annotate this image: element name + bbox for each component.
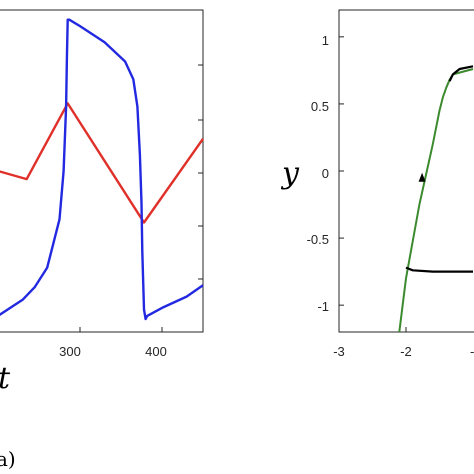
- panel-label: a): [0, 447, 16, 471]
- right-y-tick-0: 0: [322, 166, 329, 181]
- right-y-tick-0.5: 0.5: [311, 99, 329, 114]
- right-y-tick-1: 1: [322, 33, 329, 48]
- right-x-tick-neg3: -3: [333, 344, 345, 359]
- right-x-tick-neg2: -2: [400, 344, 412, 359]
- right-y-axis-label: y: [280, 156, 300, 191]
- right-series-2-line: [405, 266, 473, 273]
- right-panel: 1 0.5 0 -0.5 -1 -3 -2 - y: [280, 9, 474, 359]
- left-series-lines: [0, 18, 204, 321]
- right-y-tick-neg1: -1: [317, 299, 329, 314]
- left-x-axis-label: t: [0, 361, 11, 396]
- left-x-tick-300: 300: [59, 344, 81, 359]
- right-series-lines: [398, 65, 474, 332]
- direction-arrow: [418, 172, 426, 182]
- right-plot-frame: [338, 9, 474, 333]
- right-series-1-line: [448, 65, 474, 82]
- left-series-1-line: [0, 18, 204, 321]
- right-x-tick-clipped: -: [470, 344, 474, 359]
- left-series-0-line: [0, 102, 204, 224]
- right-tick-marks: [338, 36, 407, 332]
- left-panel: 300 400 t: [0, 9, 204, 396]
- right-series-0-line: [398, 68, 474, 332]
- left-tick-marks: [79, 64, 203, 332]
- right-y-tick-neg0.5: -0.5: [307, 232, 329, 247]
- left-plot-frame: [0, 9, 204, 333]
- left-x-tick-400: 400: [145, 344, 167, 359]
